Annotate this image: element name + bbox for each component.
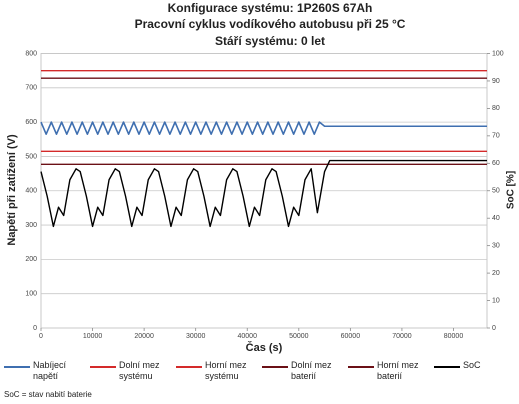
x-tick-label: 70000 [392,333,412,340]
y2-axis-label: SoC [%] [506,171,517,209]
legend-label: Dolní mez baterií [291,360,332,381]
x-tick-label: 0 [39,333,43,340]
y-tick-label: 200 [25,256,37,263]
y-tick-label: 500 [25,153,37,160]
legend-item: Nabíjecí napětí [4,360,85,382]
x-tick-label: 80000 [444,333,464,340]
y2-tick-label: 50 [492,188,500,195]
x-tick-label: 20000 [134,333,154,340]
y2-tick-label: 80 [492,105,500,112]
y-tick-label: 400 [25,188,37,195]
x-tick-label: 40000 [238,333,258,340]
y2-tick-label: 90 [492,78,500,85]
legend-item: Dolní mez systému [90,360,171,382]
y2-tick-label: 30 [492,242,500,249]
y-tick-label: 600 [25,119,37,126]
chart-title: Pracovní cyklus vodíkového autobusu při … [135,17,406,31]
chart: Konfigurace systému: 1P260S 67Ah Pracovn… [6,1,517,354]
legend-swatch [348,366,374,368]
y-tick-label: 0 [33,325,37,332]
legend-item: Horní mez baterií [348,360,429,382]
legend-swatch [434,366,460,368]
legend-swatch [262,366,288,368]
legend-label: SoC [463,360,481,370]
legend-label: Nabíjecí napětí [33,360,67,381]
chart-title: Stáří systému: 0 let [215,34,325,48]
y2-tick-label: 20 [492,270,500,277]
legend-item: SoC [434,360,515,371]
legend-swatch [90,366,116,368]
legend-swatch [176,366,202,368]
y-tick-label: 100 [25,291,37,298]
series-line [40,159,487,228]
series-line [40,121,487,135]
chart-title: Konfigurace systému: 1P260S 67Ah [168,1,373,15]
legend-label: Horní mez baterií [377,360,419,381]
y-tick-label: 300 [25,222,37,229]
legend-label: Horní mez systému [205,360,247,381]
legend-label: Dolní mez systému [119,360,160,381]
y-tick-label: 700 [25,85,37,92]
y-axis-label: Napětí při zatížení (V) [6,134,18,246]
legend-item: Horní mez systému [176,360,257,382]
y-tick-label: 800 [25,50,37,57]
y2-tick-label: 10 [492,297,500,304]
x-tick-label: 60000 [341,333,361,340]
x-axis-label: Čas (s) [246,341,283,354]
y2-tick-label: 70 [492,133,500,140]
x-tick-label: 10000 [83,333,103,340]
x-tick-label: 50000 [289,333,309,340]
legend-item: Dolní mez baterií [262,360,343,382]
legend-swatch [4,366,30,368]
x-tick-label: 30000 [186,333,206,340]
note: SoC = stav nabití baterie [4,390,92,399]
legend: Nabíjecí napětí Dolní mez systému Horní me… [0,360,519,390]
y2-tick-label: 60 [492,160,500,167]
y2-tick-label: 100 [492,50,504,57]
y2-tick-label: 40 [492,215,500,222]
y2-tick-label: 0 [492,325,496,332]
